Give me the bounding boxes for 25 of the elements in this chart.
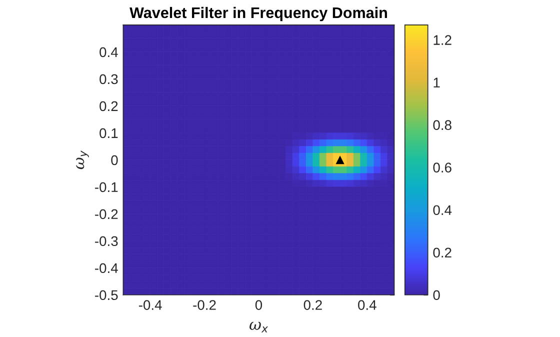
y-tick-label: 0: [111, 155, 118, 166]
color-bar-label: 1.2: [434, 35, 452, 45]
y-tick-label: 0.4: [100, 47, 118, 58]
y-tick-label: 0.3: [100, 74, 118, 84]
y-axis-title: ω$_{y}$: [76, 150, 89, 170]
color-bar-label: 0.8: [433, 120, 452, 130]
color-bar-label: 0: [433, 290, 440, 300]
color-bar-label: 0.6: [433, 162, 452, 173]
x-tick-label: 0.2: [304, 300, 322, 310]
color-bar-label: 0.2: [433, 248, 452, 258]
x-tick-label: -0.4: [138, 300, 162, 310]
chart-title: Wavelet Filter in Frequency Domain: [130, 6, 387, 22]
x-tick-label: -0.2: [193, 300, 216, 310]
y-tick-label: -0.1: [95, 182, 118, 192]
x-tick-label: 0.4: [358, 300, 376, 310]
y-tick-label: -0.5: [95, 290, 118, 300]
y-tick-label: -0.4: [95, 263, 118, 274]
y-tick-label: 0.1: [100, 128, 118, 138]
y-tick-label: 0.2: [100, 101, 118, 112]
color-bar-label: 0.4: [433, 205, 452, 216]
x-axis-title: ω$_{x}$: [250, 322, 268, 332]
y-tick-label: -0.3: [95, 236, 118, 246]
x-tick-label: 0: [255, 300, 262, 310]
color-bar-label: 1: [434, 78, 440, 88]
y-tick-label: -0.2: [95, 209, 118, 220]
